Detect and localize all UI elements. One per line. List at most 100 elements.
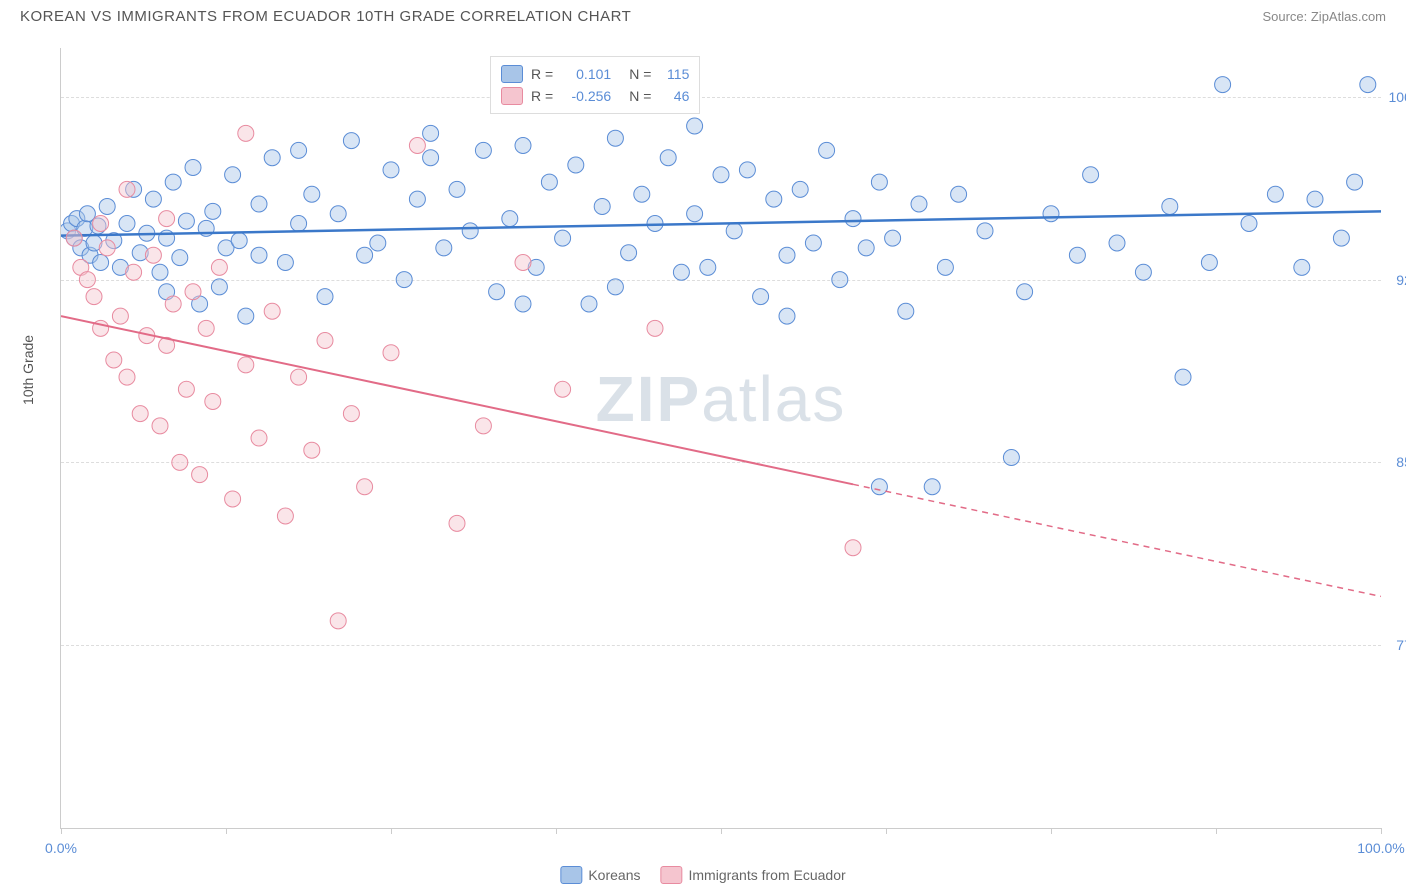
data-point: [145, 247, 161, 263]
data-point: [357, 479, 373, 495]
data-point: [832, 272, 848, 288]
data-point: [1017, 284, 1033, 300]
data-point: [145, 191, 161, 207]
data-point: [475, 142, 491, 158]
data-point: [515, 138, 531, 154]
data-point: [951, 186, 967, 202]
r-label: R =: [531, 66, 553, 82]
data-point: [93, 255, 109, 271]
data-point: [634, 186, 650, 202]
data-point: [845, 211, 861, 227]
data-point: [238, 308, 254, 324]
data-point: [739, 162, 755, 178]
data-point: [475, 418, 491, 434]
data-point: [541, 174, 557, 190]
data-point: [383, 162, 399, 178]
data-point: [119, 181, 135, 197]
data-point: [172, 250, 188, 266]
source-label: Source: ZipAtlas.com: [1262, 9, 1386, 24]
data-point: [660, 150, 676, 166]
data-point: [647, 320, 663, 336]
n-value-koreans: 115: [659, 66, 689, 82]
xtick: [1381, 828, 1382, 834]
r-value-ecuador: -0.256: [561, 88, 611, 104]
data-point: [211, 279, 227, 295]
xtick: [886, 828, 887, 834]
data-point: [277, 508, 293, 524]
data-point: [1069, 247, 1085, 263]
swatch-koreans: [501, 65, 523, 83]
data-point: [845, 540, 861, 556]
data-point: [1294, 259, 1310, 275]
data-point: [119, 369, 135, 385]
header: KOREAN VS IMMIGRANTS FROM ECUADOR 10TH G…: [0, 0, 1406, 33]
data-point: [277, 255, 293, 271]
data-point: [898, 303, 914, 319]
data-point: [99, 240, 115, 256]
legend-row-koreans: R = 0.101 N = 115: [501, 63, 689, 85]
data-point: [581, 296, 597, 312]
data-point: [1347, 174, 1363, 190]
swatch-koreans-icon: [560, 866, 582, 884]
data-point: [251, 430, 267, 446]
data-point: [871, 174, 887, 190]
data-point: [304, 442, 320, 458]
trend-line-extrapolated: [853, 484, 1381, 596]
xtick: [226, 828, 227, 834]
scatter-svg: [61, 48, 1381, 828]
data-point: [264, 303, 280, 319]
data-point: [555, 381, 571, 397]
data-point: [1215, 77, 1231, 93]
data-point: [462, 223, 478, 239]
n-value-ecuador: 46: [659, 88, 689, 104]
data-point: [185, 159, 201, 175]
data-point: [1307, 191, 1323, 207]
chart-title: KOREAN VS IMMIGRANTS FROM ECUADOR 10TH G…: [20, 8, 631, 25]
data-point: [1135, 264, 1151, 280]
data-point: [383, 345, 399, 361]
data-point: [119, 216, 135, 232]
data-point: [225, 491, 241, 507]
data-point: [819, 142, 835, 158]
data-point: [112, 308, 128, 324]
data-point: [753, 289, 769, 305]
data-point: [370, 235, 386, 251]
data-point: [673, 264, 689, 280]
data-point: [178, 213, 194, 229]
trend-line: [61, 211, 1381, 235]
data-point: [192, 467, 208, 483]
n-label: N =: [629, 66, 651, 82]
data-point: [1162, 198, 1178, 214]
data-point: [423, 125, 439, 141]
data-point: [66, 230, 82, 246]
y-axis-label: 10th Grade: [20, 335, 36, 405]
data-point: [1043, 206, 1059, 222]
data-point: [330, 613, 346, 629]
swatch-ecuador: [501, 87, 523, 105]
data-point: [172, 454, 188, 470]
data-point: [977, 223, 993, 239]
data-point: [357, 247, 373, 263]
data-point: [805, 235, 821, 251]
n-label: N =: [629, 88, 651, 104]
data-point: [132, 406, 148, 422]
data-point: [251, 196, 267, 212]
data-point: [1333, 230, 1349, 246]
data-point: [330, 206, 346, 222]
data-point: [687, 206, 703, 222]
data-point: [343, 133, 359, 149]
ytick-label: 77.5%: [1396, 637, 1406, 653]
data-point: [687, 118, 703, 134]
data-point: [205, 203, 221, 219]
data-point: [165, 174, 181, 190]
xtick: [391, 828, 392, 834]
data-point: [924, 479, 940, 495]
r-label: R =: [531, 88, 553, 104]
legend-label-koreans: Koreans: [588, 867, 640, 883]
data-point: [126, 264, 142, 280]
data-point: [93, 216, 109, 232]
data-point: [568, 157, 584, 173]
data-point: [198, 320, 214, 336]
ytick-label: 85.0%: [1396, 454, 1406, 470]
xtick-label: 0.0%: [45, 840, 77, 856]
